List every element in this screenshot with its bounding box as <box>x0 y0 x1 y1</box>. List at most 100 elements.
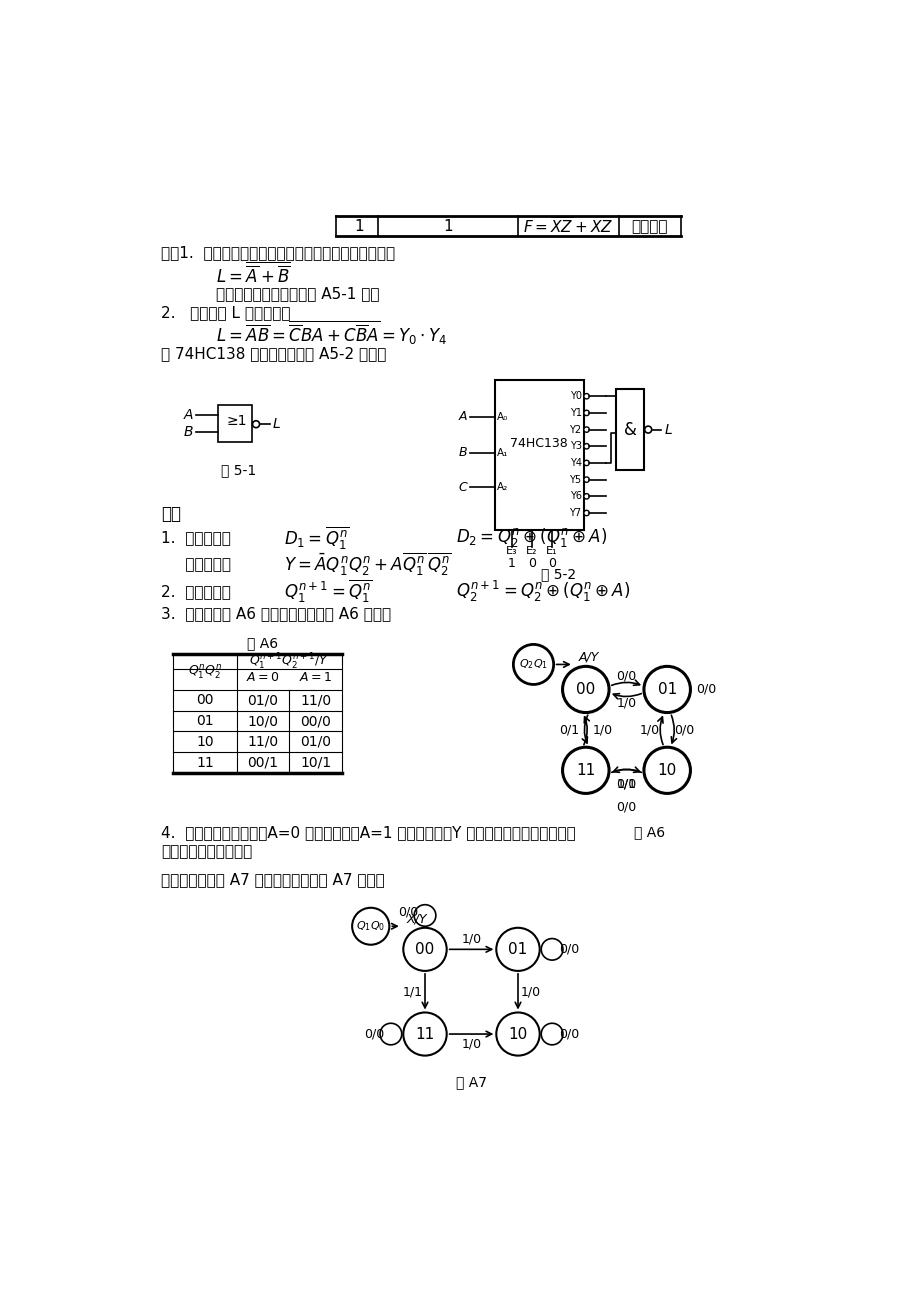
Text: ≥1: ≥1 <box>226 414 246 428</box>
Text: $Q_2^{n+1} = Q_2^n \oplus (Q_1^n \oplus A)$: $Q_2^{n+1} = Q_2^n \oplus (Q_1^n \oplus … <box>456 579 630 604</box>
Text: 图 5-2: 图 5-2 <box>540 568 575 582</box>
Text: 1/0: 1/0 <box>592 724 612 737</box>
Text: 0/0: 0/0 <box>674 724 694 737</box>
Text: 01/0: 01/0 <box>300 734 331 749</box>
Text: $L = \overline{\overline{A} + \overline{B}}$: $L = \overline{\overline{A} + \overline{… <box>216 262 290 286</box>
Text: 10: 10 <box>508 1026 528 1042</box>
Text: 1/0: 1/0 <box>616 697 636 710</box>
Text: $D_2 = Q_2^n \oplus (Q_1^n \oplus A)$: $D_2 = Q_2^n \oplus (Q_1^n \oplus A)$ <box>456 526 607 549</box>
Text: 00/1: 00/1 <box>247 755 278 769</box>
Text: E₃: E₃ <box>505 547 517 556</box>
Text: 1.  激励方程：: 1. 激励方程： <box>162 530 231 546</box>
Circle shape <box>644 426 651 434</box>
Text: X/Y: X/Y <box>406 911 426 924</box>
Text: A₀: A₀ <box>496 411 508 422</box>
Circle shape <box>584 410 589 415</box>
Text: 11/0: 11/0 <box>300 693 331 707</box>
Text: $A=1$: $A=1$ <box>299 671 332 684</box>
Text: 输出方程：: 输出方程： <box>162 557 232 572</box>
Circle shape <box>540 1023 562 1044</box>
Text: 0/1: 0/1 <box>558 724 578 737</box>
Circle shape <box>352 907 389 945</box>
Text: 10/1: 10/1 <box>300 755 331 769</box>
Text: L: L <box>273 417 280 431</box>
Circle shape <box>513 644 553 685</box>
Text: $Q_2Q_1$: $Q_2Q_1$ <box>518 658 548 672</box>
Text: 74HC138: 74HC138 <box>510 436 568 449</box>
Circle shape <box>253 421 259 427</box>
Text: 01/0: 01/0 <box>247 693 278 707</box>
Text: E₁: E₁ <box>546 547 557 556</box>
Circle shape <box>403 1013 447 1056</box>
Text: 1/1: 1/1 <box>616 777 636 790</box>
Text: 图 5-1: 图 5-1 <box>221 464 256 478</box>
Text: 六、: 六、 <box>162 505 181 523</box>
Text: 11: 11 <box>414 1026 434 1042</box>
Text: 00/0: 00/0 <box>300 713 331 728</box>
Circle shape <box>562 667 608 712</box>
Text: 1: 1 <box>443 219 452 234</box>
Circle shape <box>562 747 608 793</box>
Text: Y3: Y3 <box>569 441 581 452</box>
Circle shape <box>584 493 589 499</box>
Circle shape <box>584 427 589 432</box>
Circle shape <box>380 1023 402 1044</box>
Text: 00: 00 <box>575 682 595 697</box>
Text: A₂: A₂ <box>496 482 508 492</box>
Text: C: C <box>458 480 466 493</box>
Text: $Q_1^n Q_2^n$: $Q_1^n Q_2^n$ <box>187 663 221 681</box>
Text: $Y = \bar{A}Q_1^n Q_2^n + A\overline{Q_1^n}\,\overline{Q_2^n}$: $Y = \bar{A}Q_1^n Q_2^n + A\overline{Q_1… <box>284 551 450 578</box>
Text: A/Y: A/Y <box>578 650 598 663</box>
Circle shape <box>414 905 436 926</box>
Text: 1: 1 <box>354 219 364 234</box>
Text: 1/0: 1/0 <box>520 986 539 999</box>
Text: $F = \overline{XZ} + XZ$: $F = \overline{XZ} + XZ$ <box>523 216 613 237</box>
Circle shape <box>584 461 589 466</box>
Circle shape <box>495 928 539 971</box>
Text: Y5: Y5 <box>569 475 581 484</box>
Circle shape <box>584 393 589 398</box>
Text: Y2: Y2 <box>569 424 581 435</box>
Text: 2.  状态方程：: 2. 状态方程： <box>162 583 231 599</box>
Text: 0/0: 0/0 <box>559 943 579 956</box>
Text: Y6: Y6 <box>569 491 581 501</box>
Text: 10/0: 10/0 <box>247 713 278 728</box>
Text: &: & <box>623 421 636 439</box>
Circle shape <box>584 477 589 482</box>
Text: 11: 11 <box>196 755 213 769</box>
Bar <box>494 380 584 530</box>
Text: 七、状态图如图 A7 所示。状态表如表 A7 所示。: 七、状态图如图 A7 所示。状态表如表 A7 所示。 <box>162 872 385 888</box>
Text: 1/1: 1/1 <box>403 986 422 999</box>
Circle shape <box>584 444 589 449</box>
Bar <box>218 405 252 441</box>
Text: 减法器的借位输出端。: 减法器的借位输出端。 <box>162 844 253 859</box>
Text: 0/0: 0/0 <box>616 801 636 814</box>
Text: $Q_1Q_0$: $Q_1Q_0$ <box>356 919 385 934</box>
Text: $D_1 = \overline{Q_1^n}$: $D_1 = \overline{Q_1^n}$ <box>284 523 349 551</box>
Text: Y1: Y1 <box>569 408 581 418</box>
Text: 表 A6: 表 A6 <box>246 635 278 650</box>
Text: 01: 01 <box>657 682 676 697</box>
Circle shape <box>643 747 689 793</box>
Text: E₂: E₂ <box>526 547 537 556</box>
Text: 1: 1 <box>507 557 516 570</box>
Text: 0/0: 0/0 <box>559 1027 579 1040</box>
Text: $Q_1^{n+1}Q_2^{n+1}/Y$: $Q_1^{n+1}Q_2^{n+1}/Y$ <box>249 652 329 672</box>
Text: B: B <box>184 424 193 439</box>
Text: A: A <box>184 408 193 422</box>
Text: 1/0: 1/0 <box>461 932 481 945</box>
Text: A: A <box>458 410 466 423</box>
Text: 01: 01 <box>196 713 213 728</box>
Text: Y7: Y7 <box>569 508 581 518</box>
Text: 图 A6: 图 A6 <box>633 825 664 838</box>
Text: B: B <box>458 447 466 460</box>
Text: 0/0: 0/0 <box>397 906 417 919</box>
Text: 用 74HC138 实现的电路如图 A5-2 所示。: 用 74HC138 实现的电路如图 A5-2 所示。 <box>162 346 387 362</box>
Text: 00: 00 <box>196 693 213 707</box>
Text: A₁: A₁ <box>496 448 508 458</box>
Text: 1/0: 1/0 <box>461 1038 481 1051</box>
Text: 0/0: 0/0 <box>695 684 715 697</box>
Text: Y0: Y0 <box>569 391 581 401</box>
Text: 2.   变换函数 L 的表达式得: 2. 变换函数 L 的表达式得 <box>162 305 290 320</box>
Text: 10: 10 <box>196 734 213 749</box>
